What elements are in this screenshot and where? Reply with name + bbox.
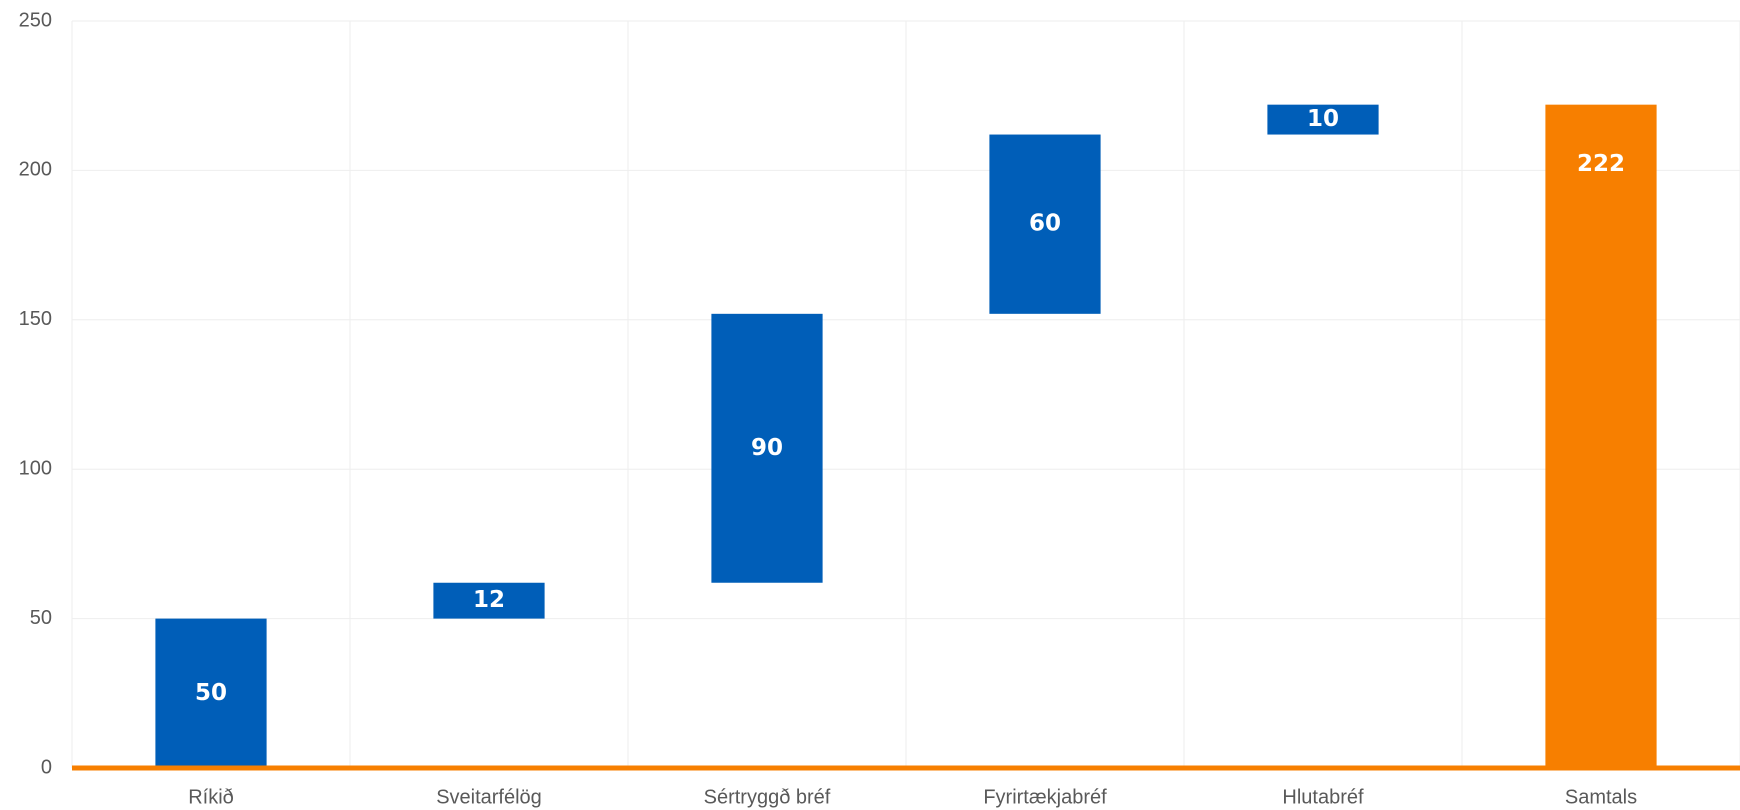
y-tick-label: 0 [41,756,52,778]
bar [155,618,267,768]
value-label: 12 [473,587,505,613]
x-tick-label: Sértryggð bréf [704,786,831,808]
bar [1545,104,1657,768]
x-tick-label: Samtals [1565,786,1637,808]
y-tick-label: 200 [19,159,52,181]
bar [433,582,545,619]
x-tick-label: Sveitarfélög [436,786,542,808]
bar [989,134,1101,314]
y-tick-label: 150 [19,308,52,330]
value-label: 222 [1577,151,1625,177]
x-tick-label: Ríkið [188,786,234,808]
x-tick-label: Fyrirtækjabréf [983,786,1107,808]
value-label: 60 [1029,211,1061,237]
bar [1267,104,1379,135]
bar [711,313,823,583]
y-tick-label: 50 [30,607,52,629]
y-tick-label: 100 [19,457,52,479]
x-tick-label: Hlutabréf [1282,786,1364,808]
value-label: 50 [195,680,227,706]
value-label: 10 [1307,106,1339,132]
y-tick-label: 250 [19,9,52,31]
value-label: 90 [751,435,783,461]
